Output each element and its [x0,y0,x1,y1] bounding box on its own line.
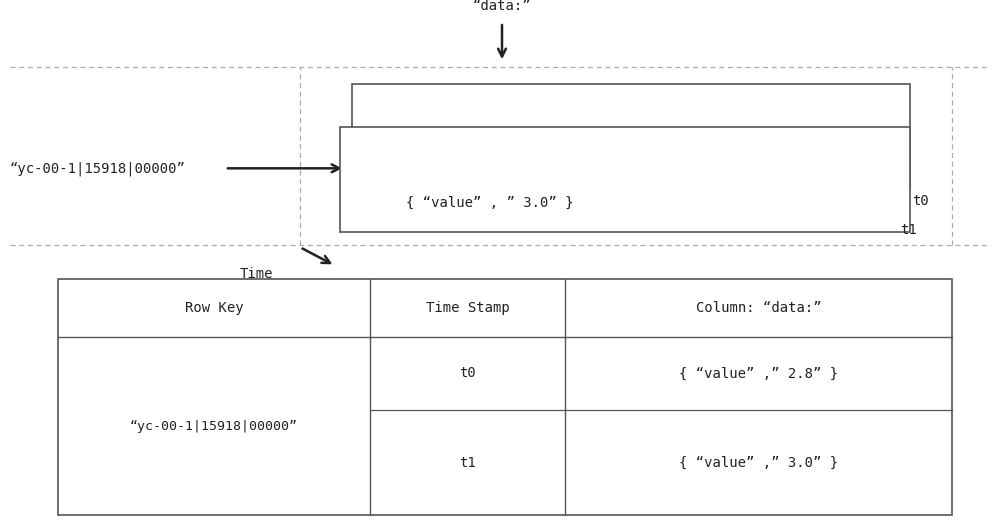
Text: Column: “data:”: Column: “data:” [696,301,821,315]
Bar [340,127,910,232]
Text: t0: t0 [459,367,476,380]
Text: Row Key: Row Key [185,301,243,315]
Bar [58,279,952,515]
Text: t1: t1 [900,224,917,237]
Text: t1: t1 [459,456,476,470]
Text: “yc-00-1|15918|00000”: “yc-00-1|15918|00000” [10,161,186,176]
Text: { “value” ,” 2.8” }: { “value” ,” 2.8” } [460,130,620,144]
Text: { “value” ,” 2.8” }: { “value” ,” 2.8” } [679,367,838,380]
Text: t0: t0 [912,194,929,208]
Text: “data:”: “data:” [473,0,531,13]
Text: Time: Time [240,267,274,281]
Text: “yc-00-1|15918|00000”: “yc-00-1|15918|00000” [130,420,298,432]
Text: { “value” , ” 3.0” }: { “value” , ” 3.0” } [406,196,574,209]
Text: Time Stamp: Time Stamp [426,301,509,315]
Bar [352,84,910,189]
Text: { “value” ,” 3.0” }: { “value” ,” 3.0” } [679,456,838,470]
